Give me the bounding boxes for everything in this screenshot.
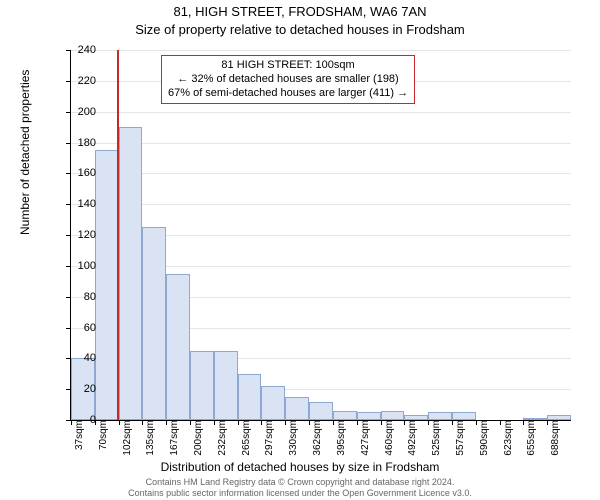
x-tick-mark — [333, 420, 334, 425]
histogram-bar — [119, 127, 143, 420]
annotation-box: 81 HIGH STREET: 100sqm← 32% of detached … — [161, 55, 415, 104]
x-tick-label: 557sqm — [455, 420, 466, 456]
y-tick-label: 160 — [36, 167, 96, 179]
x-tick-mark — [166, 420, 167, 425]
x-tick-label: 200sqm — [193, 420, 204, 456]
x-tick-mark — [357, 420, 358, 425]
histogram-bar — [190, 351, 214, 420]
x-tick-label: 265sqm — [241, 420, 252, 456]
x-tick-label: 492sqm — [407, 420, 418, 456]
y-tick-label: 20 — [36, 383, 96, 395]
x-tick-label: 590sqm — [479, 420, 490, 456]
x-tick-mark — [261, 420, 262, 425]
histogram-bar — [381, 411, 405, 420]
histogram-bar — [333, 411, 357, 420]
y-tick-label: 0 — [36, 414, 96, 426]
y-tick-label: 140 — [36, 198, 96, 210]
histogram-bar — [166, 274, 190, 420]
x-tick-mark — [238, 420, 239, 425]
x-tick-mark — [476, 420, 477, 425]
reference-line — [117, 50, 119, 420]
page-subtitle: Size of property relative to detached ho… — [0, 22, 600, 37]
histogram-bar — [428, 412, 452, 420]
histogram-plot: 37sqm70sqm102sqm135sqm167sqm200sqm232sqm… — [70, 50, 571, 421]
x-tick-label: 623sqm — [503, 420, 514, 456]
gridline — [71, 173, 571, 174]
x-tick-mark — [404, 420, 405, 425]
x-tick-label: 330sqm — [288, 420, 299, 456]
annotation-line-1: 81 HIGH STREET: 100sqm — [168, 59, 408, 73]
x-tick-mark — [142, 420, 143, 425]
page-title: 81, HIGH STREET, FRODSHAM, WA6 7AN — [0, 4, 600, 19]
histogram-bar — [309, 402, 333, 421]
x-tick-label: 395sqm — [336, 420, 347, 456]
gridline — [71, 204, 571, 205]
histogram-bar — [238, 374, 262, 420]
x-tick-mark — [119, 420, 120, 425]
histogram-bar — [261, 386, 285, 420]
y-tick-label: 180 — [36, 137, 96, 149]
x-tick-mark — [547, 420, 548, 425]
x-tick-mark — [523, 420, 524, 425]
histogram-bar — [452, 412, 476, 420]
annotation-line-3: 67% of semi-detached houses are larger (… — [168, 87, 408, 101]
x-tick-label: 460sqm — [384, 420, 395, 456]
x-tick-mark — [452, 420, 453, 425]
x-tick-label: 135sqm — [145, 420, 156, 456]
x-tick-mark — [428, 420, 429, 425]
y-tick-label: 240 — [36, 44, 96, 56]
y-tick-label: 40 — [36, 352, 96, 364]
footer-line-1: Contains HM Land Registry data © Crown c… — [0, 477, 600, 487]
y-tick-label: 220 — [36, 75, 96, 87]
y-axis-label: Number of detached properties — [18, 70, 32, 235]
x-tick-mark — [214, 420, 215, 425]
x-tick-label: 102sqm — [122, 420, 133, 456]
y-tick-label: 200 — [36, 106, 96, 118]
x-tick-label: 525sqm — [431, 420, 442, 456]
y-tick-label: 80 — [36, 291, 96, 303]
x-tick-mark — [500, 420, 501, 425]
x-tick-mark — [285, 420, 286, 425]
gridline — [71, 50, 571, 51]
x-tick-label: 655sqm — [526, 420, 537, 456]
x-tick-mark — [309, 420, 310, 425]
x-tick-label: 297sqm — [264, 420, 275, 456]
histogram-bar — [214, 351, 238, 420]
footer-line-2: Contains public sector information licen… — [0, 488, 600, 498]
annotation-line-2: ← 32% of detached houses are smaller (19… — [168, 73, 408, 87]
x-tick-label: 167sqm — [169, 420, 180, 456]
x-tick-mark — [381, 420, 382, 425]
x-tick-label: 688sqm — [550, 420, 561, 456]
x-tick-label: 232sqm — [217, 420, 228, 456]
y-tick-label: 60 — [36, 322, 96, 334]
gridline — [71, 143, 571, 144]
x-tick-label: 70sqm — [98, 420, 109, 450]
histogram-bar — [285, 397, 309, 420]
histogram-bar — [142, 227, 166, 420]
x-axis-label: Distribution of detached houses by size … — [0, 460, 600, 474]
gridline — [71, 112, 571, 113]
y-tick-label: 120 — [36, 229, 96, 241]
x-tick-label: 362sqm — [312, 420, 323, 456]
footer-attribution: Contains HM Land Registry data © Crown c… — [0, 477, 600, 498]
x-tick-mark — [190, 420, 191, 425]
histogram-bar — [357, 412, 381, 420]
histogram-bar — [95, 150, 119, 420]
y-tick-label: 100 — [36, 260, 96, 272]
x-tick-label: 427sqm — [360, 420, 371, 456]
